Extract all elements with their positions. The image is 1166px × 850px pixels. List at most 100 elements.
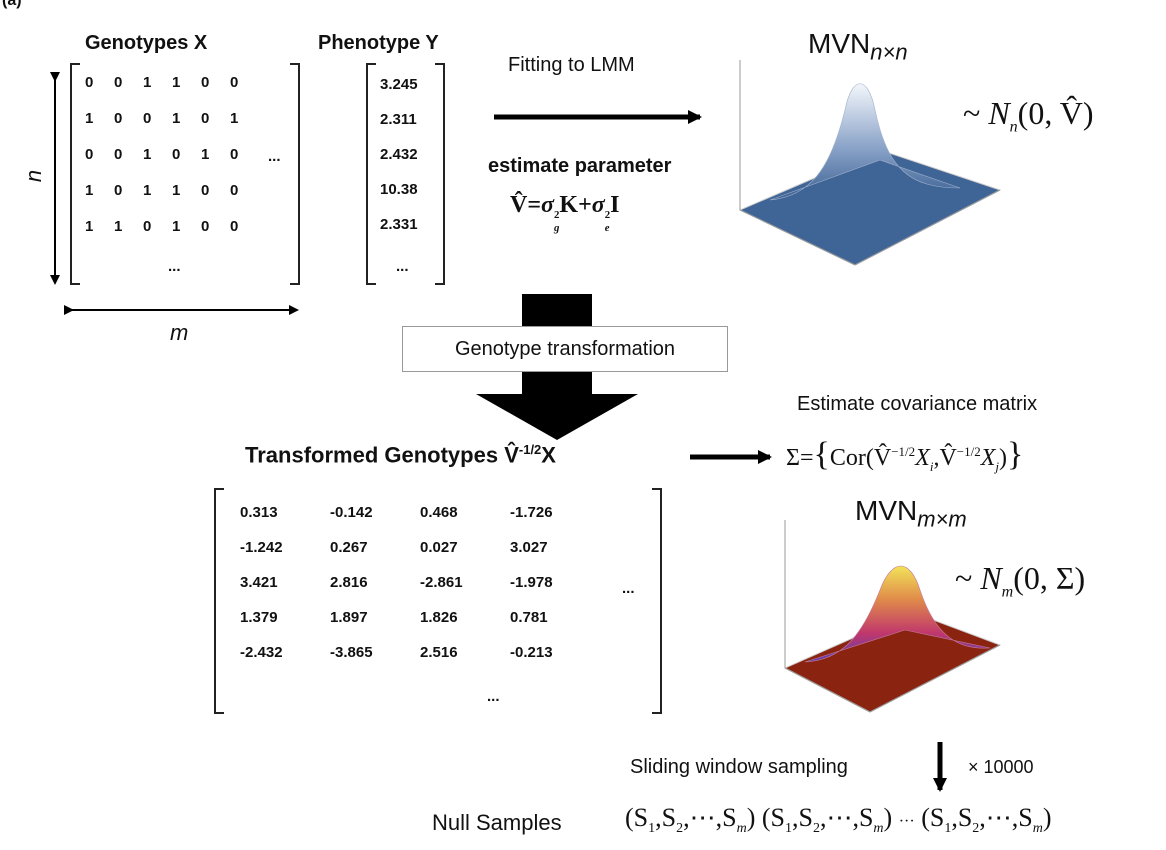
- phenotype-title: Phenotype Y: [318, 32, 439, 54]
- genotypes-row-ellipsis: ...: [168, 258, 181, 275]
- formula-sigma-e: σ: [591, 192, 605, 218]
- tuple-sub: m: [736, 821, 747, 837]
- phenotype-ellipsis: ...: [396, 258, 409, 275]
- transformed-cell: -2.861: [420, 574, 463, 591]
- phenotype-vector: 3.245 2.311 2.432 10.38 2.331: [380, 76, 440, 233]
- cov-comma: ,: [933, 445, 940, 471]
- null-sample-tuple: (S1,S2,⋯,Sm): [921, 803, 1052, 836]
- transformed-cell: 1.379: [240, 609, 278, 626]
- null-samples-tuples: (S1,S2,⋯,Sm) (S1,S2,⋯,Sm) ··· (S1,S2,⋯,S…: [625, 803, 1052, 837]
- mvn2-title-text: MVN: [855, 495, 918, 526]
- genotype-cell: 1: [143, 146, 152, 163]
- formula-k: K: [559, 192, 579, 218]
- genotype-cell: 0: [201, 110, 210, 127]
- cov-close: ): [999, 445, 1008, 471]
- cov-x1: X: [915, 445, 930, 471]
- cov-sigma: Σ: [786, 445, 800, 471]
- m-label: m: [170, 320, 189, 345]
- mvn1-distribution: ~ Nn(0, V̂): [963, 95, 1094, 136]
- mvn2-title: MVNm×m: [855, 495, 967, 533]
- tuple-part: ,S: [791, 803, 813, 832]
- sampling-label: Sliding window sampling: [630, 756, 848, 778]
- formula-i: I: [610, 192, 620, 218]
- genotype-cell: 0: [143, 218, 152, 235]
- mvn2-distribution: ~ Nm(0, Σ): [955, 560, 1085, 601]
- transformed-cell: 2.516: [420, 644, 458, 661]
- mvn1-surface-plot: [738, 60, 1002, 266]
- fitting-label: Fitting to LMM: [508, 54, 635, 76]
- cov-sub2: j: [995, 458, 1000, 474]
- genotypes-title: Genotypes X: [85, 32, 208, 54]
- transformed-cell: -3.865: [330, 644, 373, 661]
- tuple-sub: 2: [676, 821, 684, 837]
- genotype-cell: 0: [201, 74, 210, 91]
- null-sample-tuple: (S1,S2,⋯,Sm): [625, 803, 756, 836]
- transformed-cell: -1.726: [510, 504, 553, 521]
- tuple-sub: 2: [972, 821, 980, 837]
- mvn2-tilde: ~: [955, 560, 973, 596]
- cov-cor: Cor(: [829, 445, 874, 471]
- genotypes-left-bracket: [70, 63, 80, 285]
- transformed-cell: -0.213: [510, 644, 553, 661]
- transformed-cell: 1.897: [330, 609, 368, 626]
- transformed-cell: 3.421: [240, 574, 278, 591]
- formula-eq: =: [527, 192, 542, 218]
- genotype-cell: 0: [114, 146, 123, 163]
- mvn1-args: (0, V̂): [1017, 95, 1094, 131]
- genotypes-right-bracket: [290, 63, 300, 285]
- variance-formula: V̂=σ 2 g K+σ 2 e I: [510, 192, 619, 235]
- tuple-part: ,⋯,S: [683, 803, 737, 832]
- tuple-sub: 1: [944, 821, 952, 837]
- genotype-cell: 1: [85, 110, 94, 127]
- genotype-cell: 0: [201, 182, 210, 199]
- phenotype-value: 2.432: [380, 146, 418, 163]
- genotype-cell: 1: [85, 182, 94, 199]
- estimate-parameter-label: estimate parameter: [488, 155, 672, 177]
- transformed-cell: -0.142: [330, 504, 373, 521]
- mvn1-N: N: [988, 95, 1010, 131]
- tuple-part: ,⋯,S: [979, 803, 1033, 832]
- transformed-title: Transformed Genotypes V̂-1/2X: [245, 442, 556, 468]
- mvn2-args: (0, Σ): [1013, 560, 1086, 596]
- cov-v2: V̂: [939, 445, 957, 471]
- cov-brace-close: }: [1007, 436, 1024, 473]
- genotype-cell: 0: [114, 182, 123, 199]
- transformed-cell: 3.027: [510, 539, 548, 556]
- genotype-cell: 0: [201, 218, 210, 235]
- transformed-cell: -2.432: [240, 644, 283, 661]
- mvn1-N-sub: n: [1009, 118, 1018, 136]
- genotype-cell: 0: [230, 74, 239, 91]
- transformed-left-bracket: [214, 488, 224, 714]
- tuple-part: ): [1042, 803, 1052, 832]
- tuple-part: ): [883, 803, 893, 832]
- transformed-title-sup: -1/2: [518, 442, 542, 457]
- tuple-sub: m: [873, 821, 884, 837]
- genotype-cell: 0: [114, 110, 123, 127]
- mvn1-tilde: ~: [963, 95, 981, 131]
- genotype-cell: 1: [172, 182, 181, 199]
- cov-eq: =: [799, 445, 814, 471]
- genotype-cell: 0: [85, 146, 94, 163]
- genotype-cell: 0: [85, 74, 94, 91]
- tuple-part: ): [746, 803, 756, 832]
- tuple-part: (S: [921, 803, 945, 832]
- genotype-cell: 1: [114, 218, 123, 235]
- transformed-cell: -1.242: [240, 539, 283, 556]
- panel-label: (a): [2, 0, 22, 9]
- mvn2-title-sub: m×m: [917, 506, 967, 532]
- genotypes-matrix: 0 0 1 1 0 0 1 0 0 1 0 1 0 0 1 0 1 0 1 0 …: [85, 74, 259, 235]
- formula-vhat: V̂: [510, 192, 528, 218]
- genotype-transformation-box: Genotype transformation: [402, 326, 728, 372]
- mvn2-N-sub: m: [1001, 583, 1014, 601]
- genotype-cell: 1: [201, 146, 210, 163]
- covariance-formula: Σ={Cor(V̂−1/2Xi,V̂−1/2Xj)}: [786, 436, 1023, 475]
- tuple-part: ,S: [655, 803, 677, 832]
- genotype-transformation-label: Genotype transformation: [454, 337, 676, 360]
- cov-brace-open: {: [813, 436, 830, 473]
- mvn1-title: MVNn×n: [808, 28, 908, 66]
- transform-arrow-head: [476, 394, 638, 440]
- phenotype-left-bracket: [366, 63, 376, 285]
- genotypes-col-ellipsis: ...: [268, 148, 281, 165]
- genotype-cell: 0: [143, 110, 152, 127]
- mvn1-title-text: MVN: [808, 28, 871, 59]
